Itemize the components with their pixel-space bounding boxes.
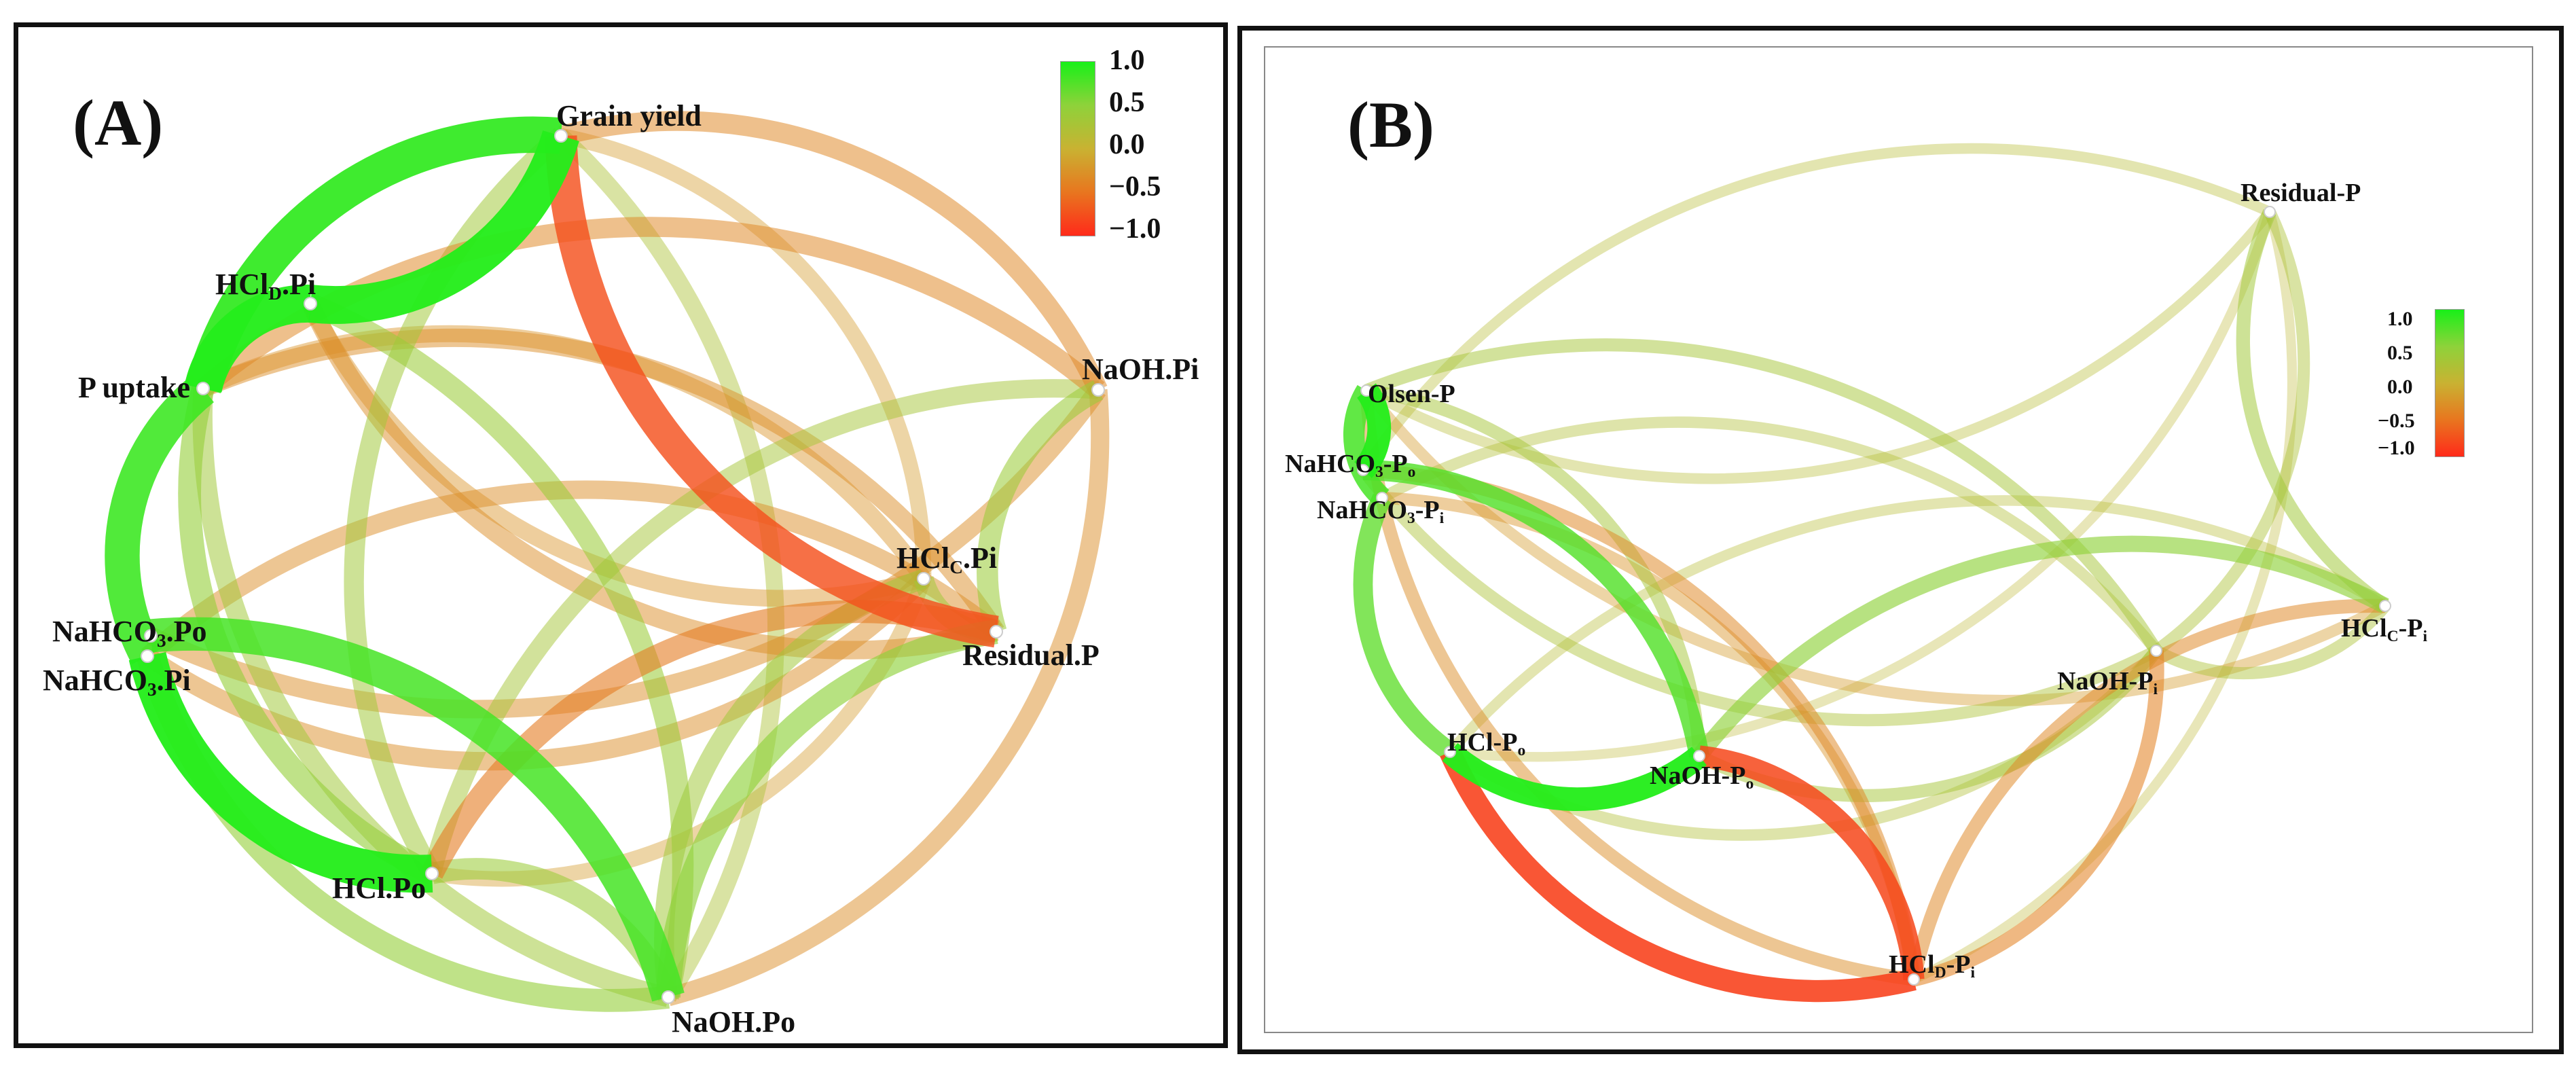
legend-a-tick: −1.0 bbox=[1109, 213, 1161, 245]
node-resid bbox=[990, 625, 1003, 638]
node-hclc bbox=[917, 572, 930, 586]
node-label-naoh-pi: NaOH.Pi bbox=[1082, 353, 1199, 386]
edge-puptake-hclpo bbox=[178, 385, 437, 884]
edge-nahco3pi-naohpi bbox=[1379, 416, 2161, 655]
edge-olsen-naohpo bbox=[1365, 384, 1706, 757]
edge-residual-hclc bbox=[2236, 209, 2389, 612]
edge-naohpo-resid bbox=[656, 619, 998, 998]
panel-b: (B) 1.0 0.5 0.0 −0.5 −1.0 Residual-P Ols… bbox=[1237, 26, 2564, 1054]
edge-residual-hclpo bbox=[1449, 210, 2274, 762]
edge-olsen-nahco3pi bbox=[1343, 384, 1390, 506]
edge-nahco3pi-hclpo bbox=[1353, 493, 1456, 760]
node-label-nahco3-po: NaHCO3.Po bbox=[52, 615, 207, 651]
node-label-naoh-po: NaOH-Po bbox=[1650, 761, 1754, 793]
edge-hcld-naohpi bbox=[1912, 650, 2164, 987]
node-hclc bbox=[2379, 600, 2391, 612]
edge-hcld-residual bbox=[1911, 211, 2298, 984]
legend-b-tick: 1.0 bbox=[2387, 308, 2413, 330]
node-hclpo bbox=[425, 867, 439, 880]
edge-residual-naohpi bbox=[2152, 209, 2310, 656]
panel-a: (A) 1.0 0.5 0.0 −0.5 −1.0 Grain yield HC… bbox=[14, 22, 1228, 1048]
legend-b-tick: −1.0 bbox=[2378, 437, 2415, 459]
node-label-naoh-po: NaOH.Po bbox=[672, 1005, 796, 1039]
node-nahco3po bbox=[144, 629, 158, 643]
edge-hcld-grain bbox=[308, 130, 579, 324]
edge-hcld-hclc bbox=[1907, 598, 2386, 982]
node-label-nahco3-pi: NaHCO3-Pi bbox=[1317, 496, 1445, 528]
edge-grain-resid bbox=[545, 135, 999, 648]
node-olsen bbox=[1360, 384, 1373, 397]
legend-a-tick: 0.0 bbox=[1109, 129, 1145, 160]
node-nahco3pi bbox=[141, 649, 154, 663]
edge-hclpo-naohpo bbox=[1442, 742, 1707, 811]
edge-naohpo-hclc bbox=[1692, 535, 2389, 761]
node-label-hcld-pi: HClD.Pi bbox=[215, 268, 316, 304]
node-label-residual-p: Residual.P bbox=[962, 638, 1100, 672]
edge-grain-hclc bbox=[559, 128, 932, 579]
node-grain bbox=[554, 129, 568, 143]
edge-nahco3pi-hclpo bbox=[128, 651, 433, 893]
node-label-hclc-pi: HClC-Pi bbox=[2341, 614, 2427, 646]
node-nahco3pi bbox=[1376, 492, 1388, 504]
edge-grain-hclpo bbox=[344, 128, 568, 879]
node-naohpi bbox=[1091, 383, 1105, 397]
node-label-grain-yield: Grain yield bbox=[556, 99, 702, 132]
edge-puptake-hcld bbox=[184, 285, 311, 393]
node-naohpi bbox=[2150, 645, 2162, 657]
edge-hclpo-hcld bbox=[1440, 747, 1917, 1003]
edge-puptake-nahco3pi bbox=[105, 374, 215, 665]
node-label-hcl-po: HCl-Po bbox=[1447, 728, 1526, 760]
edge-naohpi-hclc bbox=[2153, 602, 2390, 680]
node-hcld bbox=[304, 297, 317, 310]
legend-a-tick: 1.0 bbox=[1109, 45, 1145, 76]
network-a bbox=[105, 111, 1110, 1012]
edge-nahco3po-naohpi bbox=[1358, 466, 2160, 727]
node-residual bbox=[2264, 206, 2276, 218]
node-naohpo bbox=[1693, 750, 1705, 762]
edge-residual-nahco3po bbox=[1358, 143, 2272, 473]
node-label-nahco3-pi: NaHCO3.Pi bbox=[43, 664, 191, 700]
network-b bbox=[1343, 143, 2391, 1003]
node-hcld bbox=[1908, 973, 1920, 986]
panel-b-plot-frame bbox=[1264, 46, 2533, 1033]
legend-a-tick: 0.5 bbox=[1109, 87, 1145, 118]
node-puptake bbox=[196, 382, 210, 395]
node-hclpo bbox=[1444, 746, 1456, 758]
panel-b-label: (B) bbox=[1347, 88, 1434, 161]
legend-b-tick: −0.5 bbox=[2378, 410, 2415, 432]
legend-b-tick: 0.5 bbox=[2387, 342, 2413, 364]
node-nahco3po bbox=[1357, 464, 1369, 476]
edge-residual-olsen bbox=[1364, 209, 2274, 484]
color-legend-bar-a bbox=[1060, 61, 1095, 236]
edge-naohpi-resid bbox=[977, 380, 1104, 635]
edge-puptake-resid bbox=[199, 328, 1004, 637]
edge-nahco3po-naohpo bbox=[149, 617, 685, 1002]
edge-puptake-naohpo bbox=[192, 388, 671, 1007]
edge-naohpo-naohpi bbox=[666, 389, 1110, 1007]
edge-grain-naohpi bbox=[558, 111, 1108, 395]
edge-hclpo-hclc bbox=[1446, 495, 2389, 756]
node-naohpo bbox=[661, 990, 675, 1004]
panel-a-label: (A) bbox=[73, 86, 164, 159]
node-label-hclc-pi: HClC.Pi bbox=[896, 541, 998, 578]
legend-a-tick: −0.5 bbox=[1109, 171, 1161, 202]
edge-olsen-nahco3po bbox=[1354, 383, 1392, 478]
node-label-p-uptake: P uptake bbox=[78, 371, 191, 404]
edge-olsen-hclc bbox=[1362, 386, 2388, 706]
node-label-hcld-pi: HClD-Pi bbox=[1889, 950, 1975, 982]
node-label-naoh-pi: NaOH-Pi bbox=[2057, 667, 2158, 699]
legend-b-tick: 0.0 bbox=[2387, 376, 2413, 398]
node-label-olsen-p: Olsen-P bbox=[1368, 380, 1455, 408]
color-legend-bar-b bbox=[2435, 309, 2465, 457]
edge-nahco3po-naohpo bbox=[1362, 460, 1709, 758]
node-label-residual-p: Residual-P bbox=[2241, 179, 2361, 207]
node-label-nahco3-po: NaHCO3-Po bbox=[1285, 450, 1416, 482]
edge-naohpo-hcld bbox=[1698, 745, 1925, 981]
node-label-hcl-po: HCl.Po bbox=[332, 871, 427, 905]
